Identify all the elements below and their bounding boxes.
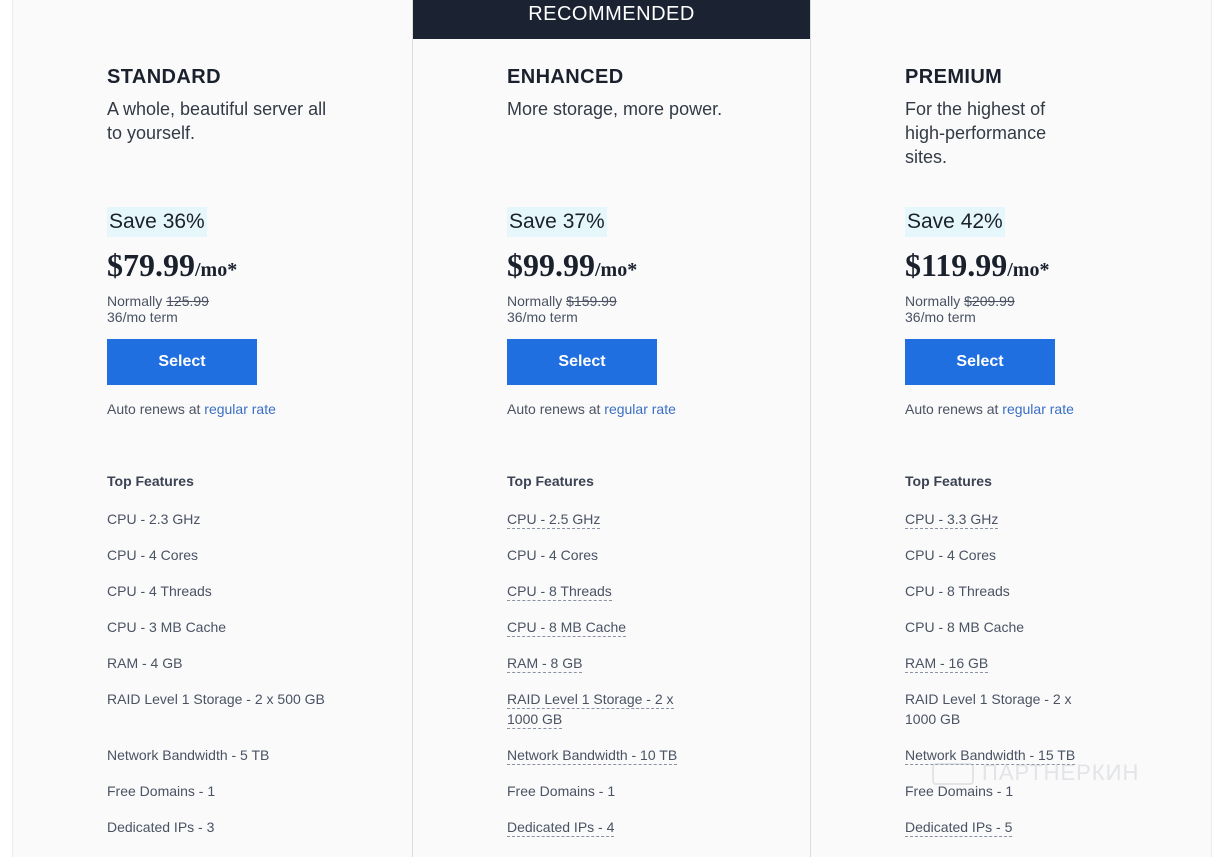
plan-name: STANDARD [107, 66, 221, 88]
plan-description: For the highest of high-performance site… [905, 99, 1047, 167]
feature-item[interactable]: Network Bandwidth - 15 TB [905, 747, 1076, 765]
price-period: /mo* [195, 259, 238, 281]
features-title: Top Features [507, 473, 594, 489]
feature-list: CPU - 2.3 GHz CPU - 4 Cores CPU - 4 Thre… [107, 509, 337, 853]
plan-price: $119.99 [905, 247, 1008, 283]
normal-price: Normally $159.99 [507, 293, 617, 309]
save-badge: Save 37% [507, 207, 607, 237]
feature-item: Free Domains - 1 [107, 783, 216, 799]
watermark-logo-icon [932, 763, 974, 786]
renew-text: Auto renews at [905, 401, 999, 417]
recommended-banner: RECOMMENDED [413, 0, 810, 39]
feature-list: CPU - 2.5 GHz CPU - 4 Cores CPU - 8 Thre… [507, 509, 737, 853]
feature-item: Free Domains - 1 [905, 783, 1014, 799]
plan-term: 36/mo term [905, 309, 976, 325]
features-title: Top Features [905, 473, 992, 489]
feature-item: CPU - 4 Cores [905, 547, 997, 563]
renew-note: Auto renews at regular rate [507, 401, 676, 417]
normally-price: $159.99 [566, 293, 617, 309]
feature-item: CPU - 8 MB Cache [905, 619, 1025, 635]
normally-label: Normally [905, 293, 961, 309]
renew-note: Auto renews at regular rate [905, 401, 1074, 417]
watermark-text: ПАРТНЕРКИН [982, 760, 1140, 785]
plan-term: 36/mo term [507, 309, 578, 325]
normally-price: $209.99 [964, 293, 1015, 309]
regular-rate-link[interactable]: regular rate [1002, 401, 1074, 417]
regular-rate-link[interactable]: regular rate [204, 401, 276, 417]
price-line: $119.99/mo* [905, 247, 1049, 284]
price-line: $79.99/mo* [107, 247, 237, 284]
plan-description: More storage, more power. [507, 99, 723, 119]
price-line: $99.99/mo* [507, 247, 637, 284]
select-standard-button[interactable]: Select [107, 339, 257, 385]
renew-note: Auto renews at regular rate [107, 401, 276, 417]
renew-text: Auto renews at [507, 401, 601, 417]
select-enhanced-button[interactable]: Select [507, 339, 657, 385]
feature-item: RAID Level 1 Storage - 2 x 500 GB [107, 691, 325, 707]
normal-price: Normally 125.99 [107, 293, 209, 309]
plan-price: $79.99 [107, 247, 195, 283]
feature-item: RAID Level 1 Storage - 2 x 1000 GB [905, 691, 1072, 727]
plan-card-premium: PREMIUM For the highest of high-performa… [811, 0, 1212, 857]
feature-item[interactable]: CPU - 8 Threads [507, 583, 612, 601]
feature-item: CPU - 4 Cores [507, 547, 599, 563]
plan-name: ENHANCED [507, 66, 624, 88]
plan-card-enhanced: RECOMMENDED ENHANCED More storage, more … [412, 0, 811, 857]
feature-item[interactable]: CPU - 8 MB Cache [507, 619, 627, 637]
select-premium-button[interactable]: Select [905, 339, 1055, 385]
feature-item[interactable]: Dedicated IPs - 4 [507, 819, 615, 837]
feature-item[interactable]: RAID Level 1 Storage - 2 x 1000 GB [507, 691, 674, 729]
feature-item: CPU - 3 MB Cache [107, 619, 227, 635]
plan-description: A whole, beautiful server all to yoursel… [107, 99, 327, 143]
watermark: ПАРТНЕРКИН [932, 760, 1139, 786]
feature-item[interactable]: Network Bandwidth - 10 TB [507, 747, 678, 765]
feature-item: Dedicated IPs - 3 [107, 819, 215, 835]
price-period: /mo* [595, 259, 638, 281]
renew-text: Auto renews at [107, 401, 201, 417]
feature-item: Free Domains - 1 [507, 783, 616, 799]
normal-price: Normally $209.99 [905, 293, 1015, 309]
save-badge: Save 42% [905, 207, 1005, 237]
feature-item[interactable]: Dedicated IPs - 5 [905, 819, 1013, 837]
feature-list: CPU - 3.3 GHz CPU - 4 Cores CPU - 8 Thre… [905, 509, 1135, 853]
save-badge: Save 36% [107, 207, 207, 237]
plan-name: PREMIUM [905, 66, 1003, 88]
feature-item: CPU - 4 Threads [107, 583, 212, 599]
feature-item[interactable]: RAM - 8 GB [507, 655, 583, 673]
plan-card-standard: STANDARD A whole, beautiful server all t… [12, 0, 412, 857]
regular-rate-link[interactable]: regular rate [604, 401, 676, 417]
price-period: /mo* [1007, 259, 1050, 281]
feature-item: CPU - 8 Threads [905, 583, 1010, 599]
feature-item: CPU - 4 Cores [107, 547, 199, 563]
normally-price: 125.99 [166, 293, 209, 309]
feature-item[interactable]: CPU - 3.3 GHz [905, 511, 999, 529]
feature-item: Network Bandwidth - 5 TB [107, 747, 270, 763]
features-title: Top Features [107, 473, 194, 489]
normally-label: Normally [107, 293, 163, 309]
normally-label: Normally [507, 293, 563, 309]
feature-item: RAM - 4 GB [107, 655, 183, 671]
plan-term: 36/mo term [107, 309, 178, 325]
feature-item[interactable]: RAM - 16 GB [905, 655, 989, 673]
feature-item[interactable]: CPU - 2.5 GHz [507, 511, 601, 529]
pricing-panel [12, 0, 1212, 857]
feature-item: CPU - 2.3 GHz [107, 511, 201, 527]
plan-price: $99.99 [507, 247, 595, 283]
